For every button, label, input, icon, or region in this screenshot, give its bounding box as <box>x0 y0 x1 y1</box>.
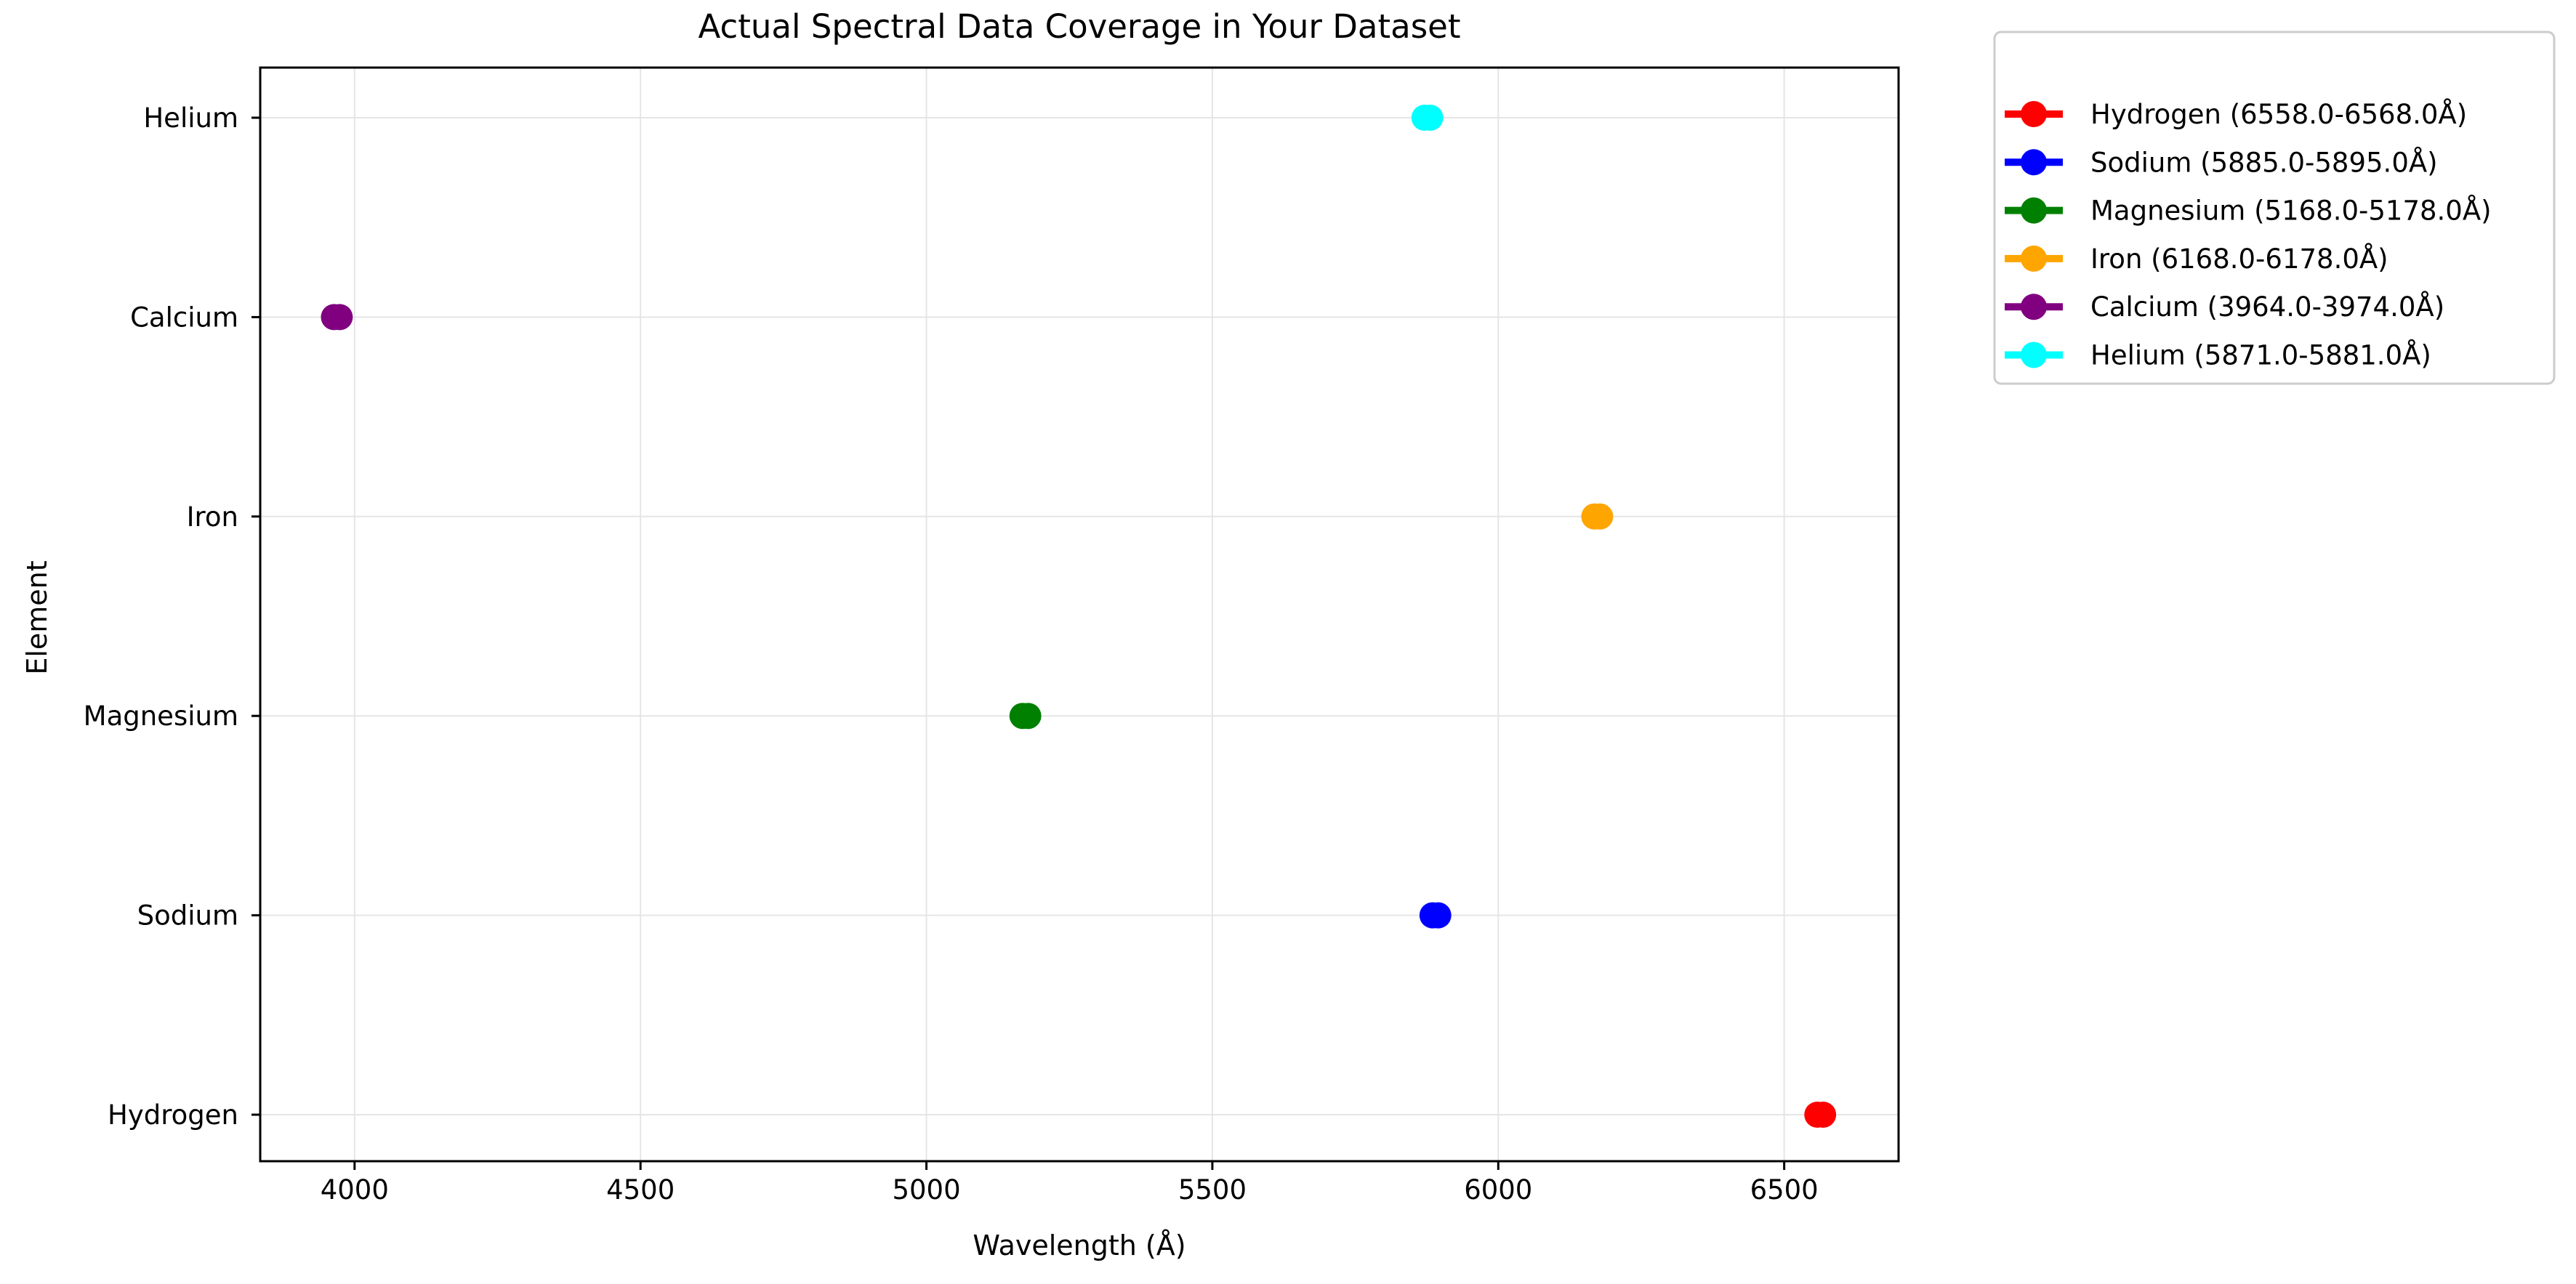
x-axis-ticks: 4000 4500 5000 5500 6000 6500 <box>321 1161 1819 1206</box>
x-tick-label: 5000 <box>892 1174 960 1206</box>
legend-swatch-marker <box>2021 294 2047 320</box>
legend-item-hydrogen: Hydrogen (6558.0-6568.0Å) <box>2005 98 2467 130</box>
legend-item-calcium: Calcium (3964.0-3974.0Å) <box>2005 291 2444 323</box>
x-tick-label: 5500 <box>1178 1174 1247 1206</box>
x-tick-label: 4000 <box>321 1174 389 1206</box>
chart-title: Actual Spectral Data Coverage in Your Da… <box>699 7 1461 46</box>
legend: Hydrogen (6558.0-6568.0Å) Sodium (5885.0-… <box>1993 31 2556 385</box>
legend-label: Iron (6168.0-6178.0Å) <box>2090 243 2388 275</box>
series-helium <box>1411 105 1444 131</box>
series-calcium <box>321 304 353 331</box>
legend-swatch-marker <box>2021 101 2047 127</box>
legend-item-helium: Helium (5871.0-5881.0Å) <box>2005 339 2431 371</box>
legend-item-sodium: Sodium (5885.0-5895.0Å) <box>2005 146 2438 178</box>
x-tick-label: 6000 <box>1464 1174 1532 1206</box>
legend-label: Sodium (5885.0-5895.0Å) <box>2090 146 2438 178</box>
data-series <box>321 105 1837 1128</box>
grid <box>260 68 1899 1161</box>
legend-label: Magnesium (5168.0-5178.0Å) <box>2090 195 2492 227</box>
legend-label: Hydrogen (6558.0-6568.0Å) <box>2090 98 2467 130</box>
x-tick-label: 4500 <box>606 1174 675 1206</box>
plot-frame <box>259 66 1900 1163</box>
point-sodium-end <box>1425 902 1452 929</box>
point-iron-end <box>1587 503 1614 530</box>
series-iron <box>1581 503 1614 530</box>
y-tick-label: Sodium <box>137 900 238 932</box>
x-tick-label: 6500 <box>1750 1174 1819 1206</box>
series-hydrogen <box>1804 1102 1837 1128</box>
point-magnesium-end <box>1015 703 1042 730</box>
legend-label: Helium (5871.0-5881.0Å) <box>2090 339 2431 371</box>
legend-frame <box>1993 31 2556 385</box>
legend-swatch-marker <box>2021 342 2047 368</box>
y-tick-label: Magnesium <box>84 700 238 732</box>
point-helium-end <box>1417 105 1444 131</box>
series-sodium <box>1419 902 1452 929</box>
y-tick-label: Iron <box>187 501 238 533</box>
y-tick-label: Helium <box>143 102 238 134</box>
y-axis-label: Element <box>21 560 53 674</box>
point-hydrogen-end <box>1810 1102 1837 1128</box>
legend-item-magnesium: Magnesium (5168.0-5178.0Å) <box>2005 195 2492 227</box>
point-calcium-end <box>326 304 353 331</box>
legend-swatch-marker <box>2021 197 2047 224</box>
x-axis-label: Wavelength (Å) <box>973 1230 1186 1261</box>
legend-swatch-marker <box>2021 149 2047 176</box>
y-tick-label: Calcium <box>130 302 238 333</box>
legend-label: Calcium (3964.0-3974.0Å) <box>2090 291 2444 323</box>
y-axis-ticks: Hydrogen Sodium Magnesium Iron Calcium Helium <box>84 102 260 1131</box>
y-tick-label: Hydrogen <box>108 1099 238 1131</box>
legend-item-iron: Iron (6168.0-6178.0Å) <box>2005 243 2388 275</box>
series-magnesium <box>1009 703 1042 730</box>
legend-swatch-marker <box>2021 245 2047 272</box>
